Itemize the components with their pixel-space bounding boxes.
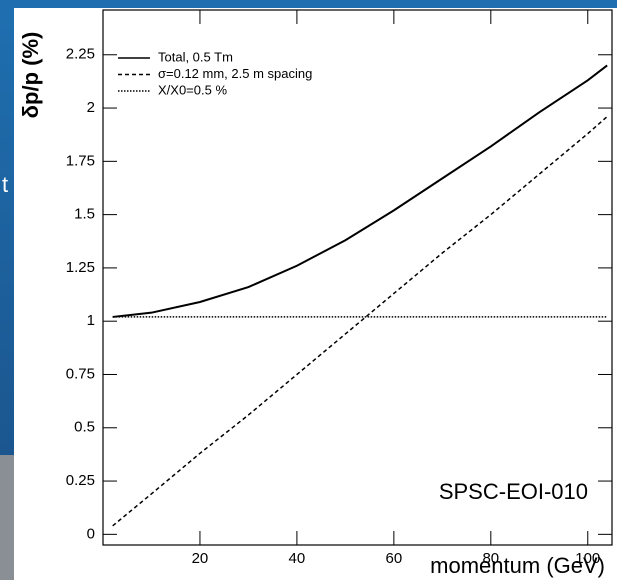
legend-label: σ=0.12 mm, 2.5 m spacing	[158, 66, 312, 81]
y-tick-label: 0.5	[74, 419, 95, 436]
y-tick-label: 1.75	[66, 152, 95, 169]
x-tick-label: 100	[575, 550, 600, 567]
x-tick-label: 80	[482, 550, 499, 567]
y-tick-label: 1.5	[74, 206, 95, 223]
photo-fragment	[0, 455, 14, 580]
plot-frame	[102, 9, 613, 546]
legend-label: Total, 0.5 Tm	[158, 49, 233, 64]
y-axis-label: δp/p (%)	[18, 32, 43, 119]
y-tick-label: 2	[87, 99, 95, 116]
x-axis-label: momentum (GeV)	[430, 553, 605, 578]
y-tick-label: 0	[87, 525, 95, 542]
y-tick-label: 1.25	[66, 259, 95, 276]
y-tick-label: 0.25	[66, 472, 95, 489]
y-tick-label: 1	[87, 312, 95, 329]
y-tick-label: 0.75	[66, 365, 95, 382]
y-tick-label: 2.25	[66, 46, 95, 63]
slide-text: t	[2, 172, 8, 197]
x-tick-label: 20	[192, 550, 209, 567]
x-tick-label: 60	[386, 550, 403, 567]
series-line	[112, 64, 608, 318]
x-tick-label: 40	[289, 550, 306, 567]
legend-label: X/X0=0.5 %	[158, 82, 227, 97]
series-line	[112, 116, 608, 527]
annotation: SPSC-EOI-010	[439, 479, 588, 504]
plot-panel	[14, 8, 617, 580]
